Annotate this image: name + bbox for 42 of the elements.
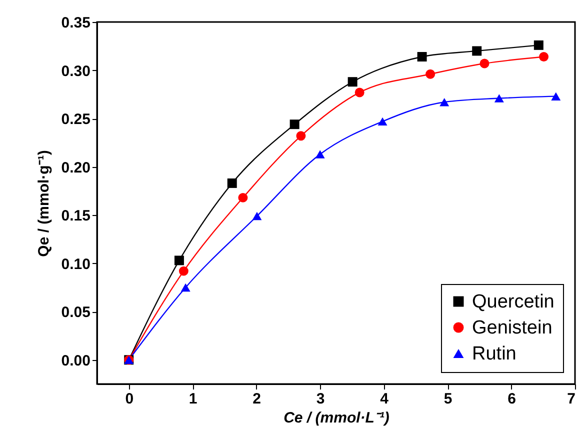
point	[534, 40, 544, 50]
point	[348, 77, 358, 87]
y-tick-label: 0.10	[61, 256, 90, 273]
point	[227, 178, 237, 188]
y-tick-label: 0.15	[61, 208, 90, 225]
y-tick-label: 0.30	[61, 62, 90, 80]
legend-label: Genistein	[472, 318, 552, 338]
point	[315, 150, 325, 158]
point	[178, 266, 188, 276]
point	[354, 88, 364, 98]
point	[494, 94, 504, 102]
point	[480, 58, 490, 68]
point	[440, 98, 450, 106]
y-tick-label: 0.35	[61, 14, 90, 32]
x-axis-title: Ce / (mmol·L⁻¹)	[284, 410, 390, 426]
y-tick-label: 0.05	[61, 304, 90, 322]
point	[180, 283, 190, 292]
x-tick-label: 4	[380, 390, 390, 408]
y-tick-label: 0.20	[61, 159, 90, 176]
x-tick-label: 1	[188, 390, 198, 408]
point	[238, 192, 248, 202]
legend-label: Rutin	[472, 344, 516, 364]
y-tick-label: 0.00	[61, 352, 90, 370]
point	[426, 69, 436, 79]
point	[296, 131, 306, 141]
point	[417, 52, 427, 62]
point	[539, 52, 549, 62]
x-tick-label: 3	[316, 390, 325, 408]
point	[472, 46, 482, 56]
point	[378, 117, 388, 126]
point	[290, 120, 300, 130]
legend-label: Quercetin	[472, 292, 554, 312]
point	[174, 256, 184, 266]
y-tick-label: 0.25	[61, 111, 90, 128]
y-axis-title: Qe / (mmol·g⁻¹)	[35, 150, 52, 257]
x-tick-label: 7	[567, 390, 576, 408]
x-tick-label: 2	[252, 390, 262, 408]
x-tick-label: 5	[444, 390, 452, 408]
x-tick-label: 0	[125, 390, 134, 408]
point	[252, 212, 262, 220]
x-tick-label: 6	[508, 390, 516, 408]
point	[551, 92, 561, 100]
